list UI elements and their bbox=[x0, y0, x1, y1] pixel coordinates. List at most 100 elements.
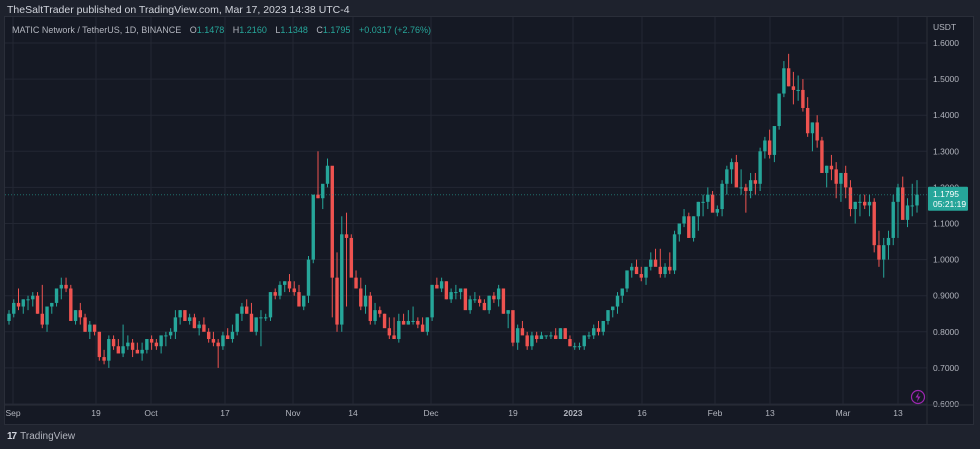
candle-body bbox=[130, 342, 135, 350]
time-tick: Mar bbox=[836, 408, 851, 418]
candle-body bbox=[468, 299, 472, 311]
candle-body bbox=[97, 331, 102, 358]
tradingview-logo-icon: 17 bbox=[7, 431, 17, 442]
candle-body bbox=[335, 277, 339, 325]
candle-body bbox=[159, 335, 163, 347]
candle-body bbox=[268, 292, 273, 318]
lightning-icon[interactable] bbox=[910, 389, 926, 405]
candle-body bbox=[254, 317, 258, 332]
last-price-value: 1.1795 bbox=[933, 189, 959, 199]
candle-body bbox=[839, 172, 843, 184]
candle-body bbox=[368, 295, 372, 321]
candle-body bbox=[69, 288, 73, 321]
candle-body bbox=[325, 165, 330, 184]
candle-body bbox=[477, 299, 482, 303]
time-tick: Nov bbox=[285, 408, 301, 418]
candle-body bbox=[758, 151, 762, 184]
candle-body bbox=[244, 306, 249, 314]
candle-body bbox=[330, 165, 334, 278]
price-tick: 1.0000 bbox=[933, 255, 959, 265]
candle-body bbox=[492, 295, 496, 300]
open-value: 1.1478 bbox=[196, 25, 225, 35]
candle-body bbox=[877, 245, 881, 260]
candle-body bbox=[639, 274, 643, 278]
lightning-bolt-glyph bbox=[915, 392, 921, 402]
candle-body bbox=[886, 237, 891, 246]
candle-body bbox=[525, 335, 529, 347]
candle-body bbox=[430, 284, 434, 318]
candle-body bbox=[16, 302, 21, 307]
candle-body bbox=[73, 310, 78, 321]
candle-body bbox=[302, 295, 306, 307]
candle-body bbox=[411, 320, 415, 322]
candle-body bbox=[230, 331, 235, 340]
time-tick: 14 bbox=[348, 408, 358, 418]
price-tick: 0.7000 bbox=[933, 363, 959, 373]
low-value: 1.1348 bbox=[280, 25, 308, 35]
candle-body bbox=[107, 339, 111, 361]
price-tick: 0.6000 bbox=[933, 399, 959, 409]
candle-body bbox=[739, 187, 743, 189]
candle-body bbox=[249, 313, 254, 332]
candle-body bbox=[40, 313, 44, 325]
candle-body bbox=[853, 201, 857, 210]
time-tick: Sep bbox=[5, 408, 20, 418]
candle-body bbox=[12, 302, 16, 314]
high-value: 1.2160 bbox=[239, 25, 267, 35]
candle-body bbox=[753, 180, 758, 184]
candle-body bbox=[601, 320, 605, 332]
price-tick: 1.1000 bbox=[933, 219, 959, 229]
candle-body bbox=[554, 335, 558, 340]
candle-body bbox=[168, 331, 173, 336]
candle-body bbox=[615, 295, 620, 307]
candle-body bbox=[606, 310, 610, 321]
candle-body bbox=[810, 122, 815, 134]
candle-body bbox=[78, 310, 83, 318]
candle-body bbox=[449, 292, 453, 300]
candle-body bbox=[382, 313, 387, 329]
candle-body bbox=[734, 162, 739, 188]
candle-body bbox=[672, 234, 677, 271]
candle-body bbox=[668, 266, 672, 271]
time-tick: 13 bbox=[765, 408, 775, 418]
price-tick: 1.3000 bbox=[933, 146, 959, 156]
candle-body bbox=[173, 317, 178, 332]
candle-body bbox=[363, 295, 368, 307]
time-tick: 16 bbox=[637, 408, 647, 418]
candle-body bbox=[611, 306, 615, 311]
tradingview-logo[interactable]: 17 TradingView bbox=[7, 431, 75, 442]
candle-body bbox=[197, 324, 201, 329]
low-label: L bbox=[275, 25, 281, 35]
candle-body bbox=[563, 328, 567, 340]
candle-body bbox=[416, 320, 420, 325]
price-tick: 1.6000 bbox=[933, 38, 959, 48]
candle-body bbox=[592, 328, 596, 336]
chart-frame[interactable] bbox=[4, 16, 974, 425]
time-tick: 17 bbox=[220, 408, 230, 418]
time-tick: 19 bbox=[508, 408, 518, 418]
candle-body bbox=[206, 331, 211, 340]
candle-body bbox=[278, 284, 282, 296]
candle-body bbox=[482, 302, 487, 311]
candle-body bbox=[154, 342, 159, 347]
change-value: +0.0317 (+2.76%) bbox=[358, 25, 432, 35]
candle-body bbox=[211, 339, 216, 343]
last-price-badge bbox=[928, 186, 968, 211]
candle-body bbox=[544, 335, 548, 337]
candle-body bbox=[88, 324, 92, 332]
candle-body bbox=[634, 266, 639, 275]
candle-body bbox=[843, 172, 848, 188]
time-tick: 19 bbox=[91, 408, 101, 418]
candle-body bbox=[677, 223, 682, 235]
candle-body bbox=[896, 187, 900, 202]
candle-body bbox=[891, 201, 895, 238]
symbol-name: MATIC Network / TetherUS, 1D, BINANCE bbox=[12, 25, 182, 35]
candle-body bbox=[126, 342, 130, 347]
candle-body bbox=[135, 349, 140, 354]
candle-body bbox=[596, 328, 601, 332]
candle-body bbox=[824, 165, 829, 173]
candle-body bbox=[701, 201, 705, 203]
candle-body bbox=[587, 335, 591, 337]
close-label: C bbox=[316, 25, 323, 35]
